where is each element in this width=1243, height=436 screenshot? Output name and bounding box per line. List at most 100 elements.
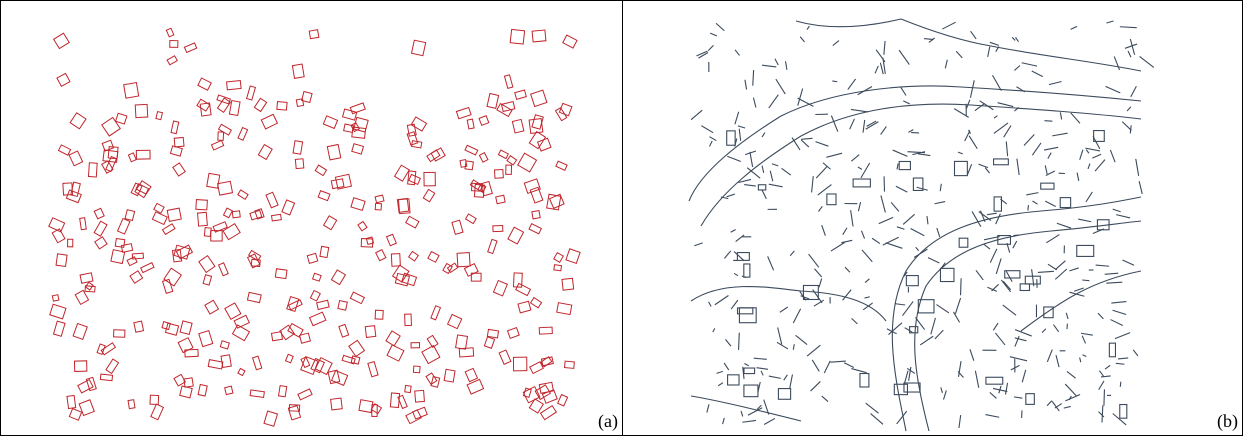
map-line: [707, 404, 709, 412]
map-line: [1111, 302, 1126, 303]
map-line: [822, 396, 828, 401]
building: [250, 390, 264, 398]
map-line: [881, 196, 886, 213]
map-line: [887, 329, 897, 334]
map-block: [827, 194, 836, 205]
map-line: [994, 123, 1008, 134]
map-line: [831, 116, 837, 132]
map-block: [955, 161, 968, 175]
building: [411, 343, 420, 348]
map-line: [736, 235, 744, 242]
building: [387, 345, 404, 361]
building: [310, 291, 320, 302]
map-block: [894, 384, 907, 394]
building: [253, 356, 262, 370]
building: [327, 144, 340, 159]
building: [298, 389, 312, 400]
shore: [691, 287, 886, 321]
map-line: [731, 229, 736, 232]
map-line: [935, 330, 943, 339]
building: [338, 301, 347, 311]
map-line: [1032, 143, 1041, 155]
map-line: [744, 363, 748, 365]
map-line: [1127, 107, 1131, 111]
building: [114, 330, 125, 337]
map-line: [996, 258, 1001, 273]
map-line: [911, 229, 925, 236]
map-line: [1017, 159, 1019, 175]
building: [166, 28, 173, 37]
map-line: [753, 98, 755, 108]
building: [465, 368, 477, 381]
map-line: [710, 33, 717, 36]
map-line: [879, 217, 893, 223]
building: [275, 269, 287, 279]
map-line: [745, 80, 747, 90]
map-line: [1015, 37, 1018, 41]
building: [541, 357, 552, 367]
map-line: [975, 371, 978, 388]
building: [199, 256, 215, 273]
map-line: [1131, 86, 1137, 97]
map-block: [940, 268, 953, 281]
building: [75, 290, 88, 304]
building: [465, 145, 478, 155]
map-line: [708, 45, 713, 50]
map-line: [1110, 150, 1115, 162]
map-line: [969, 136, 977, 149]
map-block: [758, 185, 765, 190]
map-line: [777, 342, 788, 349]
map-line: [1101, 376, 1111, 377]
building: [504, 75, 512, 89]
building: [162, 224, 175, 235]
map-line: [1014, 397, 1022, 398]
building: [501, 102, 514, 112]
map-line: [1099, 371, 1103, 377]
map-line: [809, 254, 819, 267]
map-line: [943, 390, 946, 399]
building: [499, 350, 511, 364]
building: [279, 386, 287, 397]
building: [349, 340, 365, 356]
building: [529, 224, 541, 234]
map-line: [764, 418, 775, 424]
map-line: [995, 333, 1005, 345]
map-line: [903, 214, 914, 224]
map-line: [717, 371, 723, 373]
map-line: [778, 327, 782, 344]
building: [292, 64, 304, 78]
map-line: [884, 41, 885, 55]
building: [203, 275, 211, 285]
building: [219, 263, 229, 276]
map-line: [941, 387, 943, 392]
building: [467, 119, 474, 129]
map-line: [754, 358, 767, 359]
building: [97, 344, 105, 354]
map-line: [1125, 44, 1137, 48]
map-line: [970, 349, 974, 360]
building: [532, 30, 546, 42]
building: [247, 292, 261, 302]
map-line: [741, 411, 743, 416]
building: [496, 195, 505, 203]
line-map: [689, 19, 1154, 431]
map-line: [953, 312, 959, 322]
building: [67, 395, 76, 408]
building: [66, 190, 81, 203]
building: [134, 321, 144, 332]
map-line: [1064, 406, 1071, 408]
building-outlines: [49, 28, 580, 426]
map-line: [1116, 363, 1125, 364]
building: [69, 151, 83, 166]
building: [152, 212, 167, 225]
building: [170, 146, 182, 156]
building: [331, 398, 343, 410]
map-line: [826, 153, 842, 157]
map-line: [1098, 412, 1103, 417]
map-line: [1092, 154, 1101, 158]
building: [456, 335, 468, 349]
building: [466, 214, 477, 224]
building: [566, 249, 580, 264]
building: [258, 145, 272, 160]
map-line: [987, 213, 997, 215]
